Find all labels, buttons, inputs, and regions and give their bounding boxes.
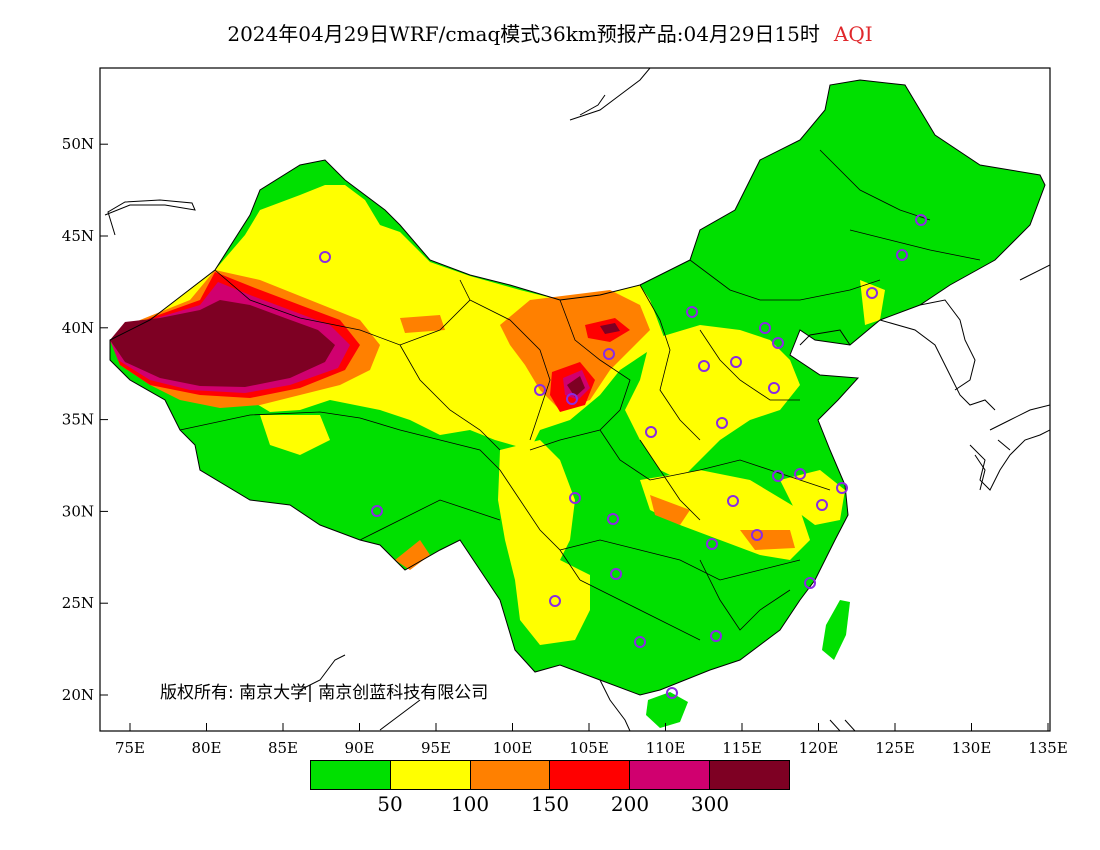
legend-label: 200 [610,792,650,816]
legend-label: 100 [450,792,490,816]
y-tick-label: 25N [62,594,94,612]
region-aqi-usg-qinghai [400,315,445,333]
legend-label: 50 [377,792,403,816]
y-tick-label: 30N [62,502,94,520]
x-tick-label: 105E [569,739,609,757]
region-aqi-moderate-north [625,325,800,480]
x-axis: 75E 80E 85E 90E 95E 100E 105E 110E 115E 120E 125E 1… [115,723,1068,757]
region-aqi-usg-south [395,540,430,570]
x-tick-label: 120E [799,739,839,757]
legend-label: 150 [530,792,570,816]
island-hainan [646,692,688,728]
y-tick-label: 45N [62,227,94,245]
y-axis: 20N 25N 30N 35N 40N 45N 50N [62,135,108,704]
x-tick-label: 115E [722,739,762,757]
legend-swatch-good [311,761,391,789]
x-tick-label: 100E [493,739,533,757]
y-tick-label: 35N [62,411,94,429]
color-legend [310,760,790,790]
legend-swatch-usg [470,761,551,789]
x-tick-label: 95E [421,739,451,757]
region-aqi-usg-central [650,495,690,525]
region-aqi-moderate-east [780,470,845,525]
x-tick-label: 90E [344,739,374,757]
y-tick-label: 20N [62,686,94,704]
region-aqi-hazardous-taklimakan [110,300,335,387]
region-aqi-hazardous-gansu [567,376,585,397]
copyright-notice: 版权所有: 南京大学| 南京创蓝科技有限公司 [160,683,489,703]
legend-swatch-unhealthy [550,761,631,789]
map-content [104,68,1050,731]
legend-swatch-hazardous [710,761,789,789]
map-frame [99,67,1051,732]
region-aqi-moderate-sw [498,440,590,645]
legend-swatch-moderate [390,761,471,789]
y-tick-label: 50N [62,135,94,153]
x-tick-label: 110E [646,739,686,757]
x-tick-label: 135E [1028,739,1068,757]
province-borders [179,149,981,641]
national-border [109,79,1046,696]
x-tick-label: 75E [115,739,145,757]
map-title: 2024年04月29日WRF/cmaq模式36km预报产品:04月29日15时 A… [0,18,1100,47]
foreign-coastlines [104,68,1050,731]
y-tick-label: 40N [62,319,94,337]
island-taiwan [822,600,850,660]
region-aqi-moderate-tibet [260,415,330,455]
x-tick-label: 125E [875,739,915,757]
title-main: 2024年04月29日WRF/cmaq模式36km预报产品:04月29日15时 [227,22,820,46]
x-tick-label: 130E [952,739,992,757]
legend-label: 300 [690,792,730,816]
region-aqi-moderate-northeast [860,280,885,325]
region-aqi-usg-east [740,530,795,550]
x-tick-label: 85E [268,739,298,757]
station-markers [319,214,927,699]
title-variable: AQI [833,22,873,46]
legend-swatch-very-unhealthy [630,761,711,789]
x-tick-label: 80E [191,739,221,757]
region-aqi-hazardous-ningxia [600,323,620,334]
